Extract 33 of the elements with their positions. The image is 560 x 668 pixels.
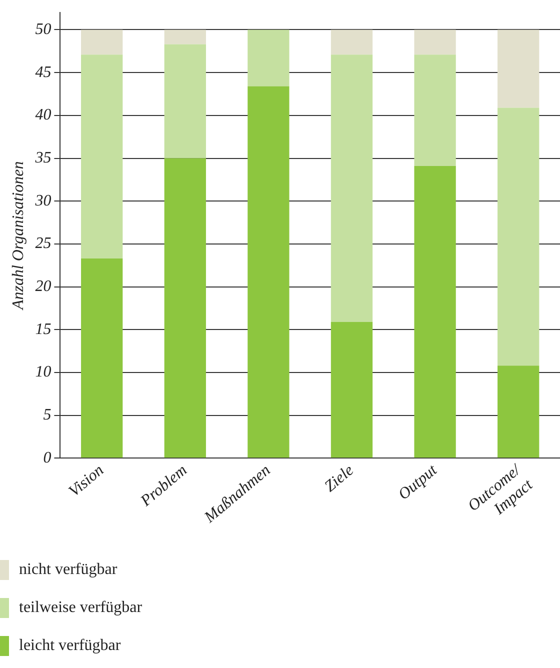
bar [330, 322, 373, 458]
legend-label: teilweise verfügbar [19, 599, 142, 617]
bar [414, 30, 456, 55]
bar [81, 258, 123, 458]
bar [498, 366, 540, 458]
bar [164, 44, 206, 158]
bar [330, 54, 373, 322]
bar [498, 108, 540, 366]
y-tick-label: 15 [35, 320, 52, 338]
y-tick-label: 25 [35, 235, 52, 252]
bar [330, 30, 373, 55]
y-tick-label: 35 [34, 149, 52, 166]
y-tick-label: 0 [43, 449, 52, 466]
y-tick-label: 40 [35, 106, 52, 124]
bar [164, 30, 206, 44]
bar [164, 158, 206, 458]
y-tick-label: 20 [35, 278, 52, 295]
legend-label: nicht verfügbar [19, 561, 118, 579]
bar [414, 54, 456, 166]
y-tick-label: 50 [35, 20, 52, 38]
bar [498, 30, 540, 108]
x-tick-label: Ziele [322, 462, 358, 496]
bar [248, 30, 290, 86]
bar [414, 166, 456, 458]
y-tick-label: 10 [35, 364, 52, 381]
bar [81, 30, 123, 55]
y-tick-label: 5 [43, 406, 52, 424]
y-tick-label: 45 [35, 64, 52, 81]
legend-label: leicht verfügbar [19, 637, 121, 655]
bar [81, 54, 123, 259]
y-tick-label: 30 [34, 192, 52, 210]
y-axis-title: Anzahl Organisationen [10, 161, 27, 311]
bar [248, 86, 290, 458]
